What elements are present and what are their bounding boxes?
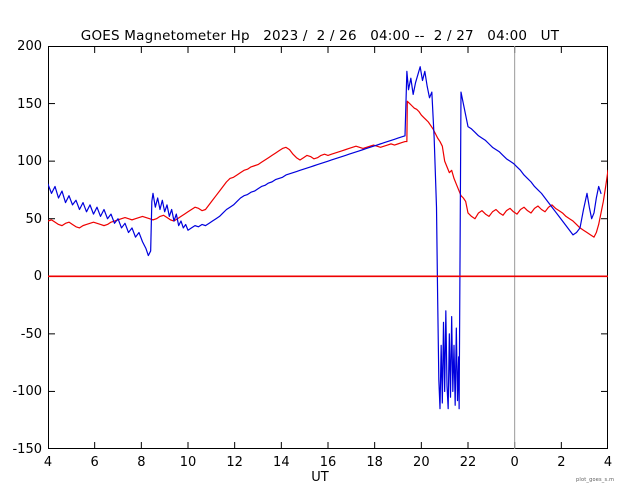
x-tick-label: 4 — [43, 455, 53, 470]
x-tick-label: 16 — [319, 455, 337, 470]
x-axis-title: UT — [311, 470, 329, 485]
x-tick-label: 0 — [510, 455, 519, 470]
y-tick-label: 150 — [17, 96, 42, 112]
y-tick-label: 50 — [25, 211, 42, 227]
x-tick-label: 4 — [603, 455, 613, 470]
axis-ticks — [48, 46, 608, 449]
x-tick-label: 2 — [557, 455, 566, 470]
x-tick-label: 8 — [137, 455, 146, 470]
plot-area — [48, 46, 608, 449]
y-tick-label: -50 — [20, 326, 42, 342]
y-tick-label: 200 — [17, 39, 42, 54]
x-tick-label: 12 — [226, 455, 243, 470]
plot-frame — [48, 46, 608, 449]
watermark-label: plot_goes_s.m — [576, 477, 615, 483]
y-tick-label: -100 — [12, 384, 42, 400]
x-tick-label: 22 — [459, 455, 477, 470]
x-tick-label: 6 — [90, 455, 99, 470]
plot-svg — [48, 46, 608, 449]
y-tick-label: 100 — [17, 154, 42, 170]
y-tick-label: 0 — [33, 269, 42, 285]
chart-title: GOES Magnetometer Hp 2023 / 2 / 26 04:00… — [80, 28, 560, 44]
x-tick-label: 10 — [179, 455, 197, 470]
x-tick-label: 14 — [273, 455, 290, 470]
y-tick-label: -150 — [12, 442, 42, 457]
x-tick-label: 20 — [413, 455, 430, 470]
series-line-red — [48, 100, 608, 238]
series-line-blue — [48, 66, 602, 410]
x-tick-label: 18 — [366, 455, 383, 470]
